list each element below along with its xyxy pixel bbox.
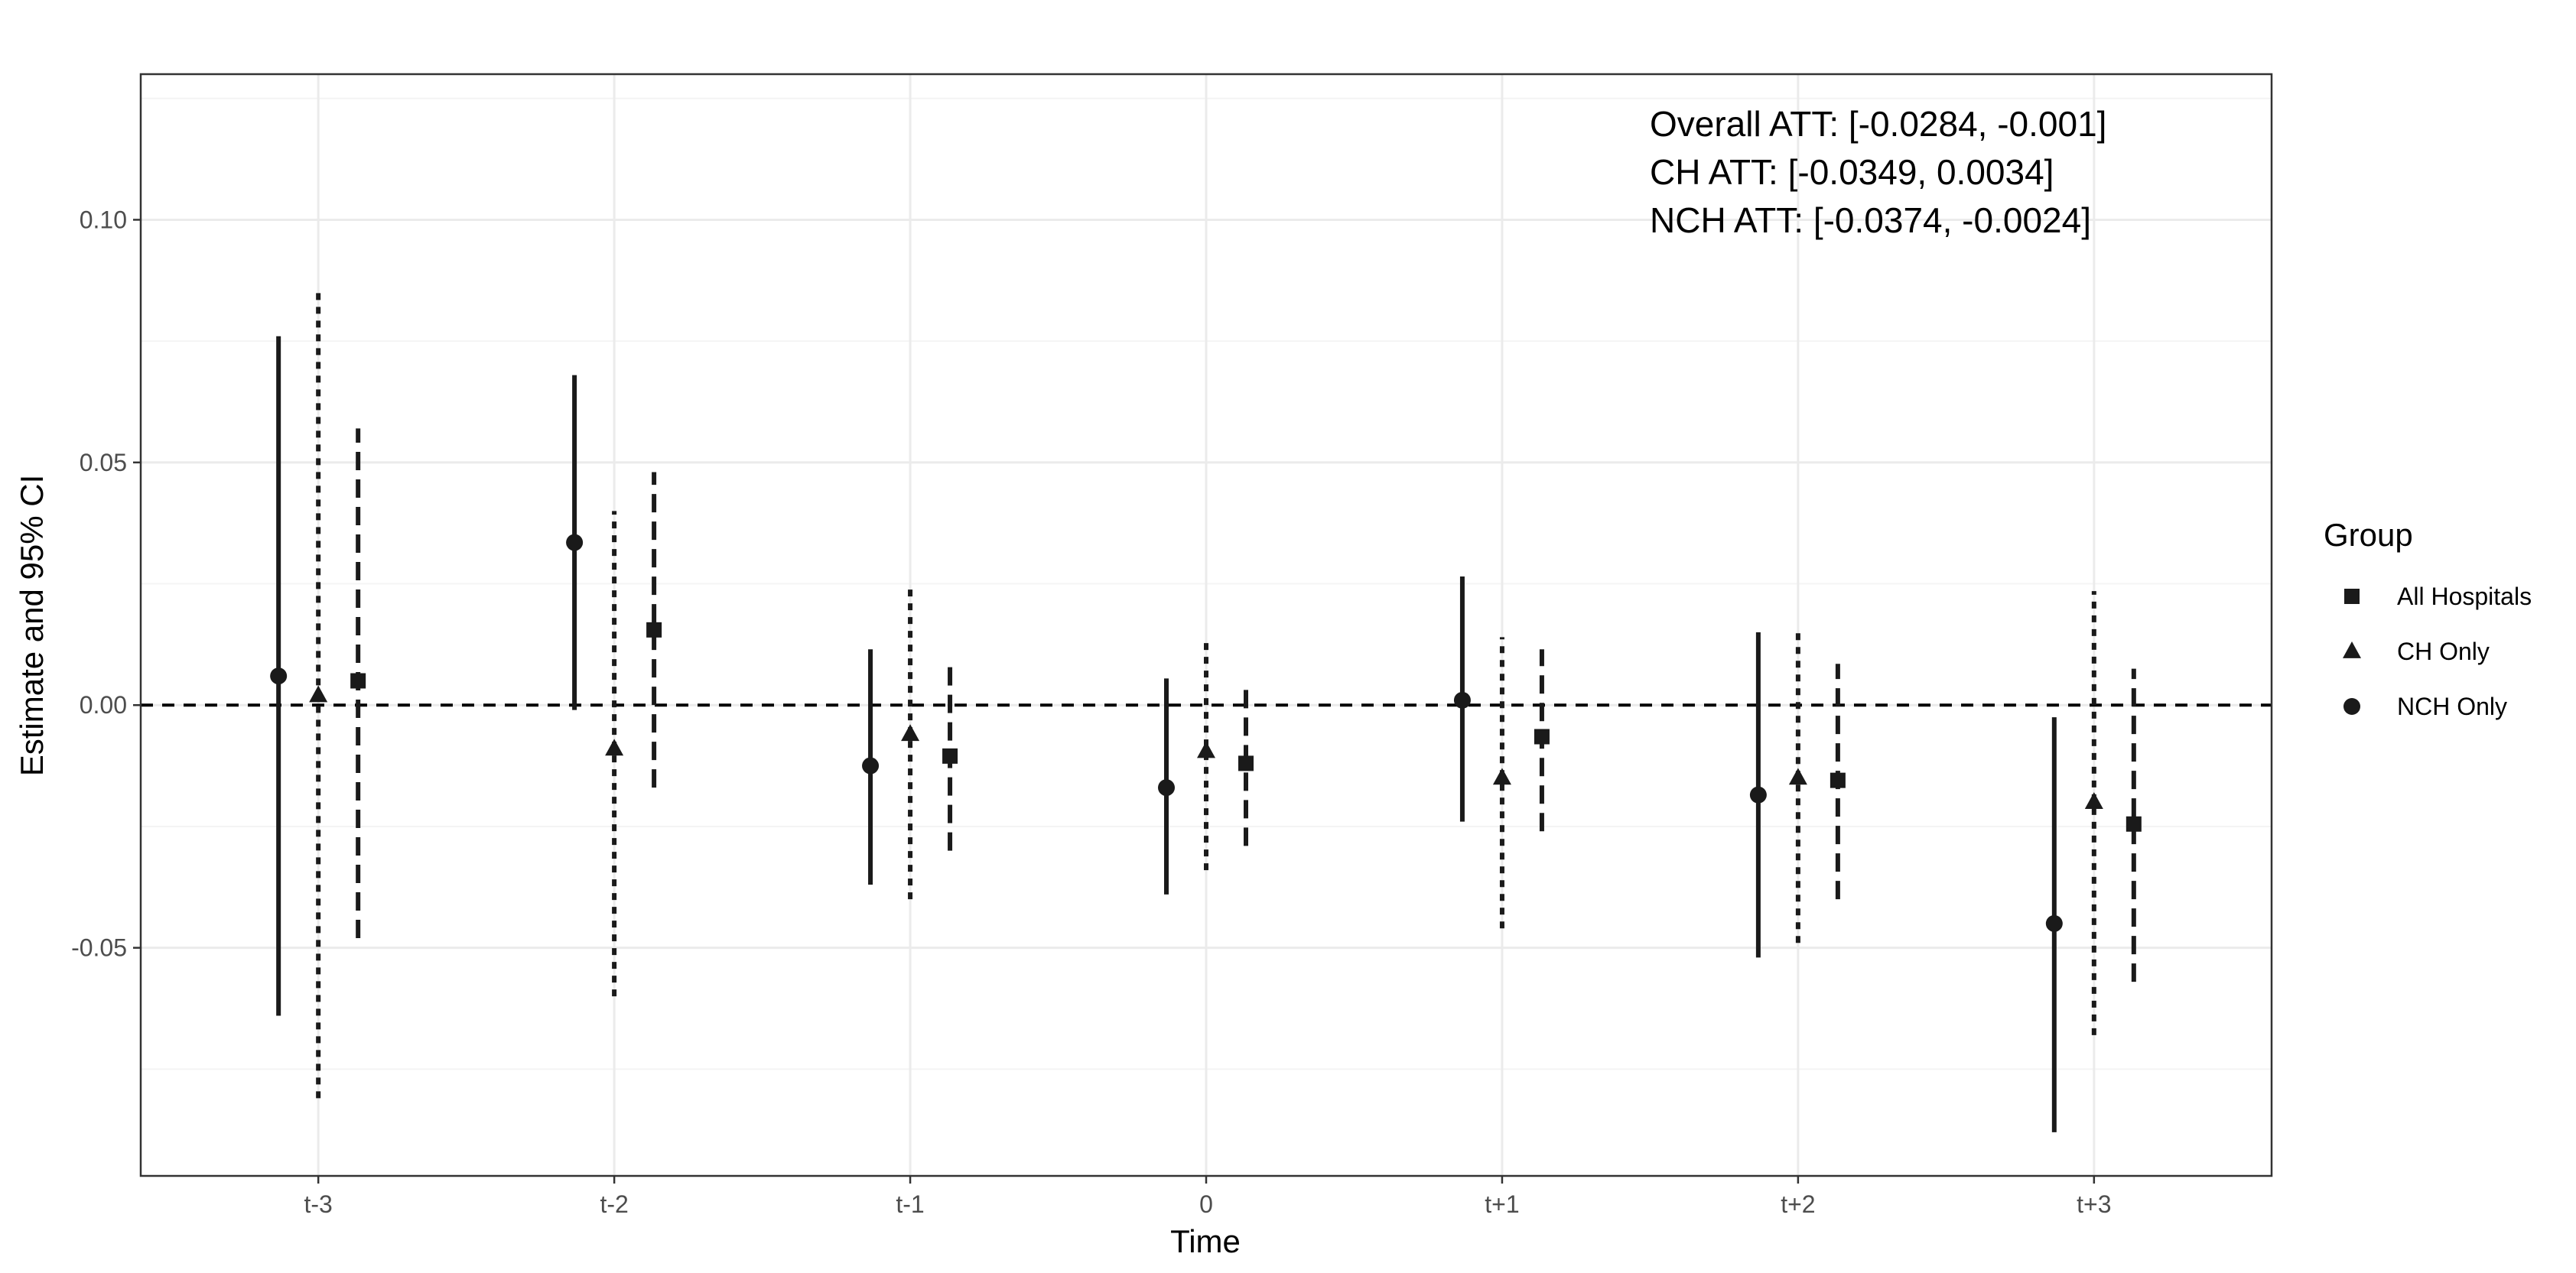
point-0-0 xyxy=(270,667,288,685)
y-axis-title: Estimate and 95% CI xyxy=(14,475,50,777)
legend-key-2 xyxy=(2343,698,2360,715)
grid-lines xyxy=(141,74,2272,1176)
att-annotations: Overall ATT: [-0.0284, -0.001] CH ATT: [… xyxy=(1650,104,2106,240)
legend-entries: All Hospitals CH Only NCH Only xyxy=(2343,583,2532,720)
point-1-5 xyxy=(1788,768,1807,785)
legend-title: Group xyxy=(2324,517,2413,553)
point-0-1 xyxy=(566,534,584,551)
series-nch-only xyxy=(270,336,2063,1132)
legend-key-1 xyxy=(2343,641,2361,658)
point-2-6 xyxy=(2126,816,2142,832)
x-tick-label-5: t+2 xyxy=(1781,1190,1815,1218)
x-tick-label-2: t-1 xyxy=(896,1190,924,1218)
point-2-2 xyxy=(942,748,958,764)
y-tick-label-2: 0.05 xyxy=(80,449,127,476)
x-tick-label-3: 0 xyxy=(1199,1190,1213,1218)
point-1-2 xyxy=(901,724,920,742)
point-0-6 xyxy=(2045,914,2063,932)
point-1-3 xyxy=(1197,741,1215,758)
x-axis-title: Time xyxy=(1170,1223,1241,1259)
point-0-2 xyxy=(862,757,880,775)
point-0-4 xyxy=(1453,691,1471,709)
y-tick-label-3: 0.10 xyxy=(80,206,127,233)
point-2-0 xyxy=(350,673,366,689)
point-1-6 xyxy=(2084,792,2103,810)
error-bars xyxy=(270,292,2142,1132)
point-2-4 xyxy=(1534,729,1550,745)
legend-label-0: All Hospitals xyxy=(2397,583,2532,610)
annotation-overall-att: Overall ATT: [-0.0284, -0.001] xyxy=(1650,104,2106,144)
legend-label-2: NCH Only xyxy=(2397,693,2507,720)
point-2-1 xyxy=(646,622,662,638)
point-2-5 xyxy=(1830,772,1846,788)
point-2-3 xyxy=(1238,755,1254,771)
x-tick-label-4: t+1 xyxy=(1485,1190,1519,1218)
point-0-5 xyxy=(1749,786,1767,804)
point-1-4 xyxy=(1492,768,1511,785)
axis-ticks: -0.05 0.00 0.05 0.10 t-3 t-2 t-1 0 t+1 t+2 t+3 xyxy=(71,206,2111,1218)
legend-label-1: CH Only xyxy=(2397,638,2490,665)
legend-key-0 xyxy=(2344,589,2360,604)
series-ch-only xyxy=(309,292,2103,1099)
x-tick-label-1: t-2 xyxy=(600,1190,628,1218)
x-tick-label-6: t+3 xyxy=(2077,1190,2111,1218)
annotation-nch-att: NCH ATT: [-0.0374, -0.0024] xyxy=(1650,200,2091,240)
series-all-hospitals xyxy=(350,428,2142,982)
y-tick-label-0: -0.05 xyxy=(71,934,127,962)
y-tick-label-1: 0.00 xyxy=(80,691,127,719)
legend: Group All Hospitals CH Only NCH Only xyxy=(2324,517,2532,720)
point-0-3 xyxy=(1158,779,1175,797)
x-tick-label-0: t-3 xyxy=(304,1190,332,1218)
point-1-0 xyxy=(309,685,328,703)
point-1-1 xyxy=(605,739,624,756)
annotation-ch-att: CH ATT: [-0.0349, 0.0034] xyxy=(1650,152,2054,192)
